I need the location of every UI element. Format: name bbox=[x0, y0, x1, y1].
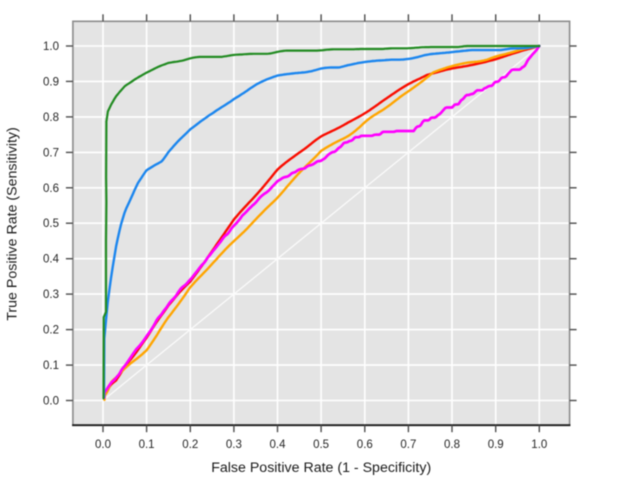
svg-text:0.7: 0.7 bbox=[400, 439, 416, 451]
svg-text:True Positive Rate (Sensitivit: True Positive Rate (Sensitivity) bbox=[5, 127, 21, 320]
svg-text:0.5: 0.5 bbox=[43, 218, 59, 230]
svg-text:0.6: 0.6 bbox=[357, 439, 373, 451]
svg-text:0.3: 0.3 bbox=[43, 289, 59, 301]
svg-text:0.1: 0.1 bbox=[43, 360, 59, 372]
svg-text:0.5: 0.5 bbox=[313, 439, 329, 451]
svg-text:1.0: 1.0 bbox=[531, 439, 547, 451]
svg-text:0.9: 0.9 bbox=[43, 76, 59, 88]
svg-text:0.4: 0.4 bbox=[270, 439, 287, 451]
svg-text:0.9: 0.9 bbox=[488, 439, 504, 451]
svg-text:0.0: 0.0 bbox=[95, 439, 111, 451]
svg-text:0.8: 0.8 bbox=[43, 112, 59, 124]
svg-text:0.1: 0.1 bbox=[139, 439, 155, 451]
svg-text:0.3: 0.3 bbox=[226, 439, 242, 451]
svg-text:0.6: 0.6 bbox=[43, 183, 59, 195]
svg-text:0.7: 0.7 bbox=[43, 147, 59, 159]
svg-text:False Positive Rate (1 - Speci: False Positive Rate (1 - Specificity) bbox=[211, 460, 431, 476]
svg-text:0.8: 0.8 bbox=[444, 439, 460, 451]
svg-text:0.0: 0.0 bbox=[43, 396, 59, 408]
svg-text:0.2: 0.2 bbox=[182, 439, 198, 451]
svg-text:0.2: 0.2 bbox=[43, 325, 59, 337]
svg-text:1.0: 1.0 bbox=[43, 41, 59, 53]
svg-text:0.4: 0.4 bbox=[43, 254, 60, 266]
